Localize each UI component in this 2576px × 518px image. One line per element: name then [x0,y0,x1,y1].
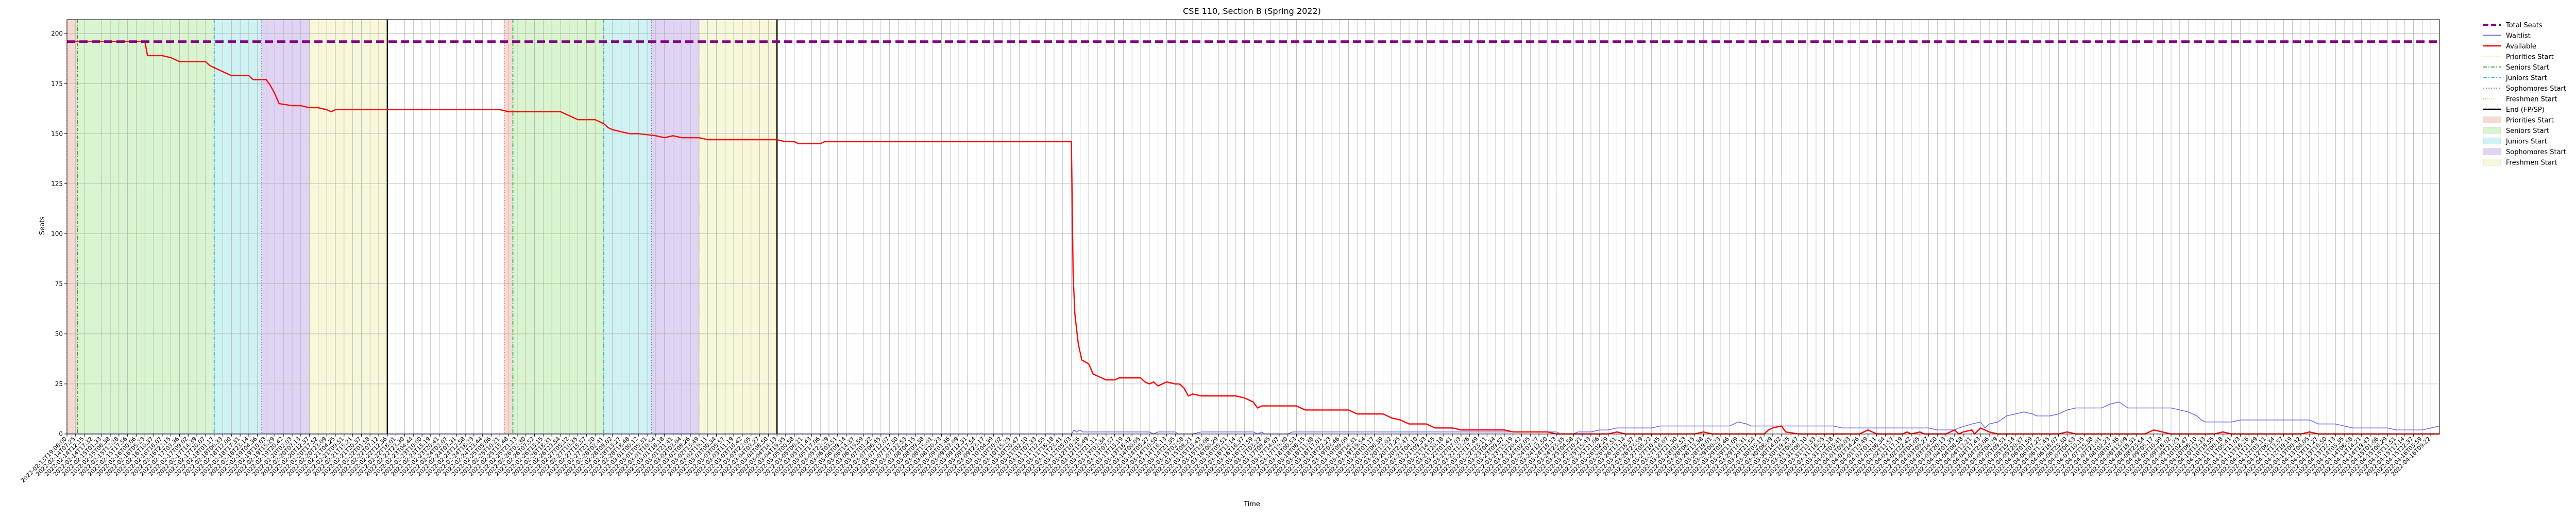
waitlist-series-line [67,402,2440,435]
y-tick-label: 0 [59,430,63,438]
legend-swatch-patch [2483,116,2501,123]
legend-label: Seniors Start [2506,127,2549,135]
phase-band-sophomores [651,20,699,434]
grid-lines [66,20,2440,435]
y-tick-label: 150 [51,130,63,137]
phase-band-juniors [604,20,652,434]
x-tick-labels: 2022-02-13T19:06:002022-02-14T07:252022-… [20,434,2432,484]
y-tick-label: 100 [51,230,63,238]
y-tick-label: 200 [51,30,63,37]
y-tick-labels: 0 25 50 75 100 125 150 175 200 [51,30,67,438]
y-tick-label: 175 [51,80,63,87]
legend-label: Waitlist [2506,32,2531,40]
y-axis-title: Seats [39,216,46,235]
y-tick-label: 75 [55,280,63,288]
phase-band-priorities [67,20,78,434]
legend-label: Juniors Start [2505,138,2547,146]
y-tick-label: 25 [55,380,63,388]
legend-label: Sophomores Start [2506,148,2566,156]
legend-swatch-patch [2483,159,2501,165]
legend-label: Juniors Start [2505,75,2547,82]
legend-swatch-patch [2483,148,2501,155]
legend-swatch-patch [2483,127,2501,134]
enrollment-phase-bands [67,20,777,434]
legend-swatch-patch [2483,138,2501,144]
legend-label: Available [2506,43,2536,51]
y-tick-label: 50 [55,330,63,338]
data-series [67,40,2440,435]
legend-label: Total Seats [2505,22,2543,29]
chart-title: CSE 110, Section B (Spring 2022) [1183,6,1321,16]
legend-label: Sophomores Start [2506,85,2566,93]
x-axis-title: Time [1243,500,1260,508]
phase-band-freshmen [699,20,777,434]
legend-label: Priorities Start [2506,117,2554,125]
legend-label: End (FP/SP) [2506,106,2545,114]
legend-label: Freshmen Start [2506,159,2557,167]
phase-band-sophomores [262,20,310,434]
legend-label: Freshmen Start [2506,96,2557,104]
legend: Total Seats Waitlist Available Priorities S… [2483,22,2566,167]
phase-band-freshmen [309,20,387,434]
y-tick-label: 125 [51,180,63,187]
phase-band-seniors [77,20,214,434]
phase-band-seniors [513,20,604,434]
legend-label: Seniors Start [2506,64,2549,72]
legend-label: Priorities Start [2506,54,2554,61]
available-series-line [67,41,2439,435]
phase-band-juniors [214,20,262,434]
